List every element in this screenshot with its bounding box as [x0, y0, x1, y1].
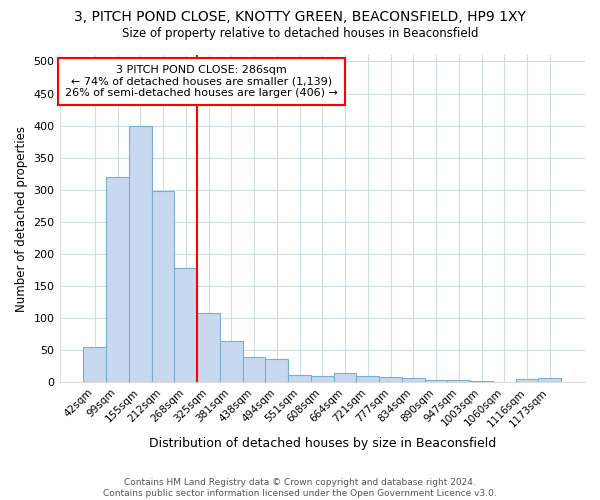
- Bar: [379, 377, 402, 382]
- Bar: [425, 380, 448, 382]
- Bar: [242, 356, 265, 382]
- Bar: [106, 177, 129, 382]
- Bar: [129, 126, 152, 382]
- Y-axis label: Number of detached properties: Number of detached properties: [15, 126, 28, 312]
- Text: 3 PITCH POND CLOSE: 286sqm
← 74% of detached houses are smaller (1,139)
26% of s: 3 PITCH POND CLOSE: 286sqm ← 74% of deta…: [65, 65, 338, 98]
- Bar: [402, 378, 425, 382]
- Text: 3, PITCH POND CLOSE, KNOTTY GREEN, BEACONSFIELD, HP9 1XY: 3, PITCH POND CLOSE, KNOTTY GREEN, BEACO…: [74, 10, 526, 24]
- Bar: [311, 376, 334, 382]
- Text: Size of property relative to detached houses in Beaconsfield: Size of property relative to detached ho…: [122, 28, 478, 40]
- Bar: [538, 378, 561, 382]
- Bar: [152, 191, 175, 382]
- Bar: [356, 376, 379, 382]
- Bar: [83, 347, 106, 382]
- Bar: [175, 268, 197, 382]
- Bar: [448, 380, 470, 382]
- Bar: [334, 372, 356, 382]
- Bar: [288, 374, 311, 382]
- Bar: [470, 381, 493, 382]
- Bar: [220, 340, 242, 382]
- Bar: [197, 313, 220, 382]
- Bar: [515, 379, 538, 382]
- X-axis label: Distribution of detached houses by size in Beaconsfield: Distribution of detached houses by size …: [149, 437, 496, 450]
- Bar: [265, 359, 288, 382]
- Text: Contains HM Land Registry data © Crown copyright and database right 2024.
Contai: Contains HM Land Registry data © Crown c…: [103, 478, 497, 498]
